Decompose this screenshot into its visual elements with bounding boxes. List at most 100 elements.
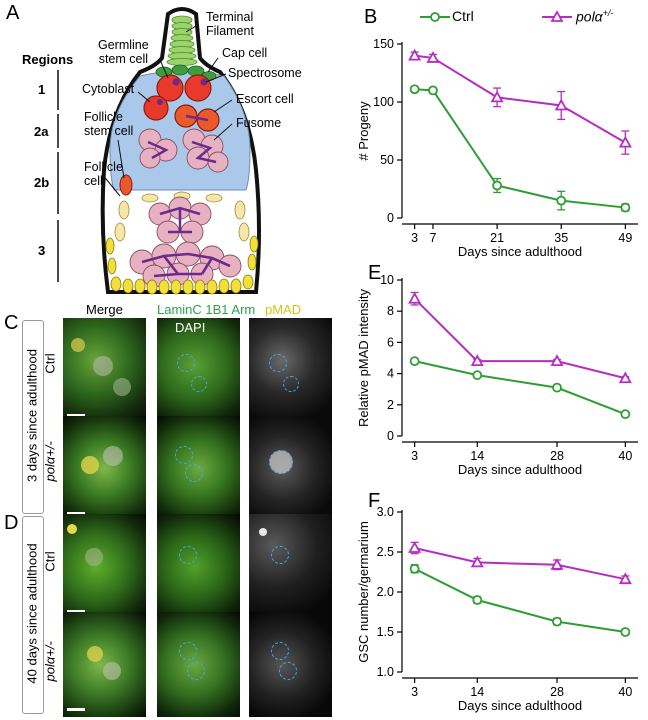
data-point bbox=[408, 541, 422, 553]
data-point bbox=[409, 563, 420, 574]
chart-b: 0 50 100 150 3 7 21 35 49 Days since adulthood # P… bbox=[356, 37, 638, 259]
y-tick-label: 0 bbox=[387, 211, 394, 225]
x-tick-label: 49 bbox=[618, 231, 632, 245]
group-label-c: 3 days since adulthood bbox=[24, 349, 40, 482]
column-header-merge: Merge bbox=[86, 302, 123, 317]
y-axis-label: GSC number/germarium bbox=[356, 521, 371, 663]
data-point bbox=[620, 627, 631, 637]
data-point bbox=[408, 48, 422, 61]
panel-label-d: D bbox=[4, 512, 19, 534]
data-point bbox=[552, 382, 562, 393]
y-axis-label: # Progeny bbox=[356, 101, 371, 161]
row-label-c-pol: polα+/- bbox=[42, 441, 58, 482]
scale-bar bbox=[67, 414, 85, 417]
terminal-filament-shape bbox=[166, 15, 198, 66]
region-label-1: 1 bbox=[38, 82, 46, 97]
data-point bbox=[556, 195, 567, 206]
image-c-pol-merge bbox=[63, 416, 146, 521]
y-tick-label: 8 bbox=[387, 304, 394, 318]
germarium-illustration bbox=[57, 7, 261, 295]
data-point bbox=[426, 51, 440, 63]
data-point bbox=[618, 371, 632, 384]
data-point bbox=[552, 616, 562, 627]
y-axis-label: Relative pMAD intensity bbox=[356, 289, 371, 427]
chart-e: 0 2 4 6 8 10 3 14 28 40 Days since adulthood Relati… bbox=[356, 273, 638, 477]
row-label-c-ctrl: Ctrl bbox=[42, 353, 58, 374]
cytoblast-label: Cytoblast bbox=[82, 82, 135, 96]
x-tick-label: 28 bbox=[550, 685, 564, 699]
spectrosome-shape bbox=[172, 78, 180, 86]
row-label-d-pol: polα+/- bbox=[42, 641, 58, 682]
y-tick-label: 2.0 bbox=[377, 585, 394, 599]
series-line bbox=[414, 54, 626, 144]
escort-cell-label: Escort cell bbox=[236, 92, 294, 106]
follicle-cells bbox=[114, 191, 250, 242]
data-point bbox=[550, 354, 564, 367]
image-d-pol-lamin-dapi bbox=[157, 612, 240, 717]
x-axis-label: Days since adulthood bbox=[458, 462, 582, 477]
series-line bbox=[413, 298, 626, 380]
image-c-pol-lamin-dapi bbox=[157, 416, 240, 521]
panel-label-b: B bbox=[364, 6, 378, 28]
spectrosome-label: Spectrosome bbox=[228, 66, 302, 80]
image-d-ctrl-merge bbox=[63, 514, 146, 619]
data-point bbox=[470, 354, 484, 367]
column-header-pmad: pMAD bbox=[265, 302, 302, 317]
data-point bbox=[409, 84, 420, 95]
x-tick-label: 3 bbox=[411, 685, 418, 699]
y-tick-label: 50 bbox=[380, 153, 394, 167]
data-point bbox=[554, 98, 568, 111]
panel-label-c: C bbox=[4, 312, 19, 334]
image-d-pol-merge bbox=[63, 612, 146, 717]
y-tick-label: 1.0 bbox=[377, 665, 394, 679]
series-line bbox=[414, 547, 626, 581]
data-point bbox=[618, 135, 632, 148]
cap-cell-label: Cap cell bbox=[222, 46, 268, 60]
follicle-cell-band bbox=[105, 235, 259, 295]
y-tick-label: 4 bbox=[387, 367, 394, 381]
dapi-label: DAPI bbox=[175, 320, 206, 335]
data-point bbox=[620, 409, 631, 420]
x-tick-label: 28 bbox=[550, 449, 564, 463]
panel-label-f: F bbox=[368, 490, 381, 512]
data-point bbox=[620, 202, 631, 213]
regions-title: Regions bbox=[22, 52, 74, 67]
y-tick-label: 0 bbox=[387, 429, 394, 443]
data-point bbox=[550, 557, 564, 570]
x-tick-label: 35 bbox=[554, 231, 568, 245]
terminal-filament-label: Terminal Filament bbox=[206, 10, 254, 38]
scale-bar bbox=[67, 512, 85, 515]
panel-label-e: E bbox=[368, 262, 382, 284]
chart-f: 1.0 1.5 2.0 2.5 3.0 3 14 28 40 Days since adultho… bbox=[356, 505, 638, 713]
data-point bbox=[428, 85, 438, 96]
x-tick-label: 40 bbox=[618, 449, 632, 463]
row-label-d-ctrl: Ctrl bbox=[42, 551, 58, 572]
image-c-ctrl-merge bbox=[63, 318, 146, 423]
panel-label-a: A bbox=[6, 2, 20, 24]
image-d-ctrl-pmad bbox=[249, 514, 332, 619]
y-tick-label: 10 bbox=[380, 273, 394, 287]
group-label-d: 40 days since adulthood bbox=[24, 543, 40, 684]
follicle-stem-cell-shape bbox=[119, 174, 133, 196]
x-tick-label: 21 bbox=[490, 231, 504, 245]
x-tick-label: 3 bbox=[411, 449, 418, 463]
image-c-pol-pmad bbox=[249, 416, 332, 521]
follicle-stem-cell-label: Follicle stem cell bbox=[84, 110, 134, 138]
x-axis-label: Days since adulthood bbox=[458, 244, 582, 259]
y-tick-label: 1.5 bbox=[377, 625, 394, 639]
germarium-diagram: Regions 1 2a 2b 3 Terminal Filament Germ… bbox=[0, 0, 330, 305]
x-tick-label: 3 bbox=[411, 231, 418, 245]
x-tick-label: 40 bbox=[618, 685, 632, 699]
region-label-2b: 2b bbox=[34, 175, 50, 190]
data-point bbox=[618, 572, 632, 585]
data-point bbox=[492, 180, 502, 191]
x-tick-label: 14 bbox=[470, 685, 484, 699]
y-tick-label: 3.0 bbox=[377, 505, 394, 519]
follicle-cell-label: Follicle cell bbox=[84, 160, 123, 188]
data-point bbox=[408, 291, 422, 304]
region-label-3: 3 bbox=[38, 243, 46, 258]
legend-ctrl-label: Ctrl bbox=[452, 8, 474, 24]
legend-ctrl-marker bbox=[420, 12, 450, 22]
cyst-region-3 bbox=[129, 241, 242, 288]
image-c-ctrl-lamin-dapi: DAPI bbox=[157, 318, 240, 423]
